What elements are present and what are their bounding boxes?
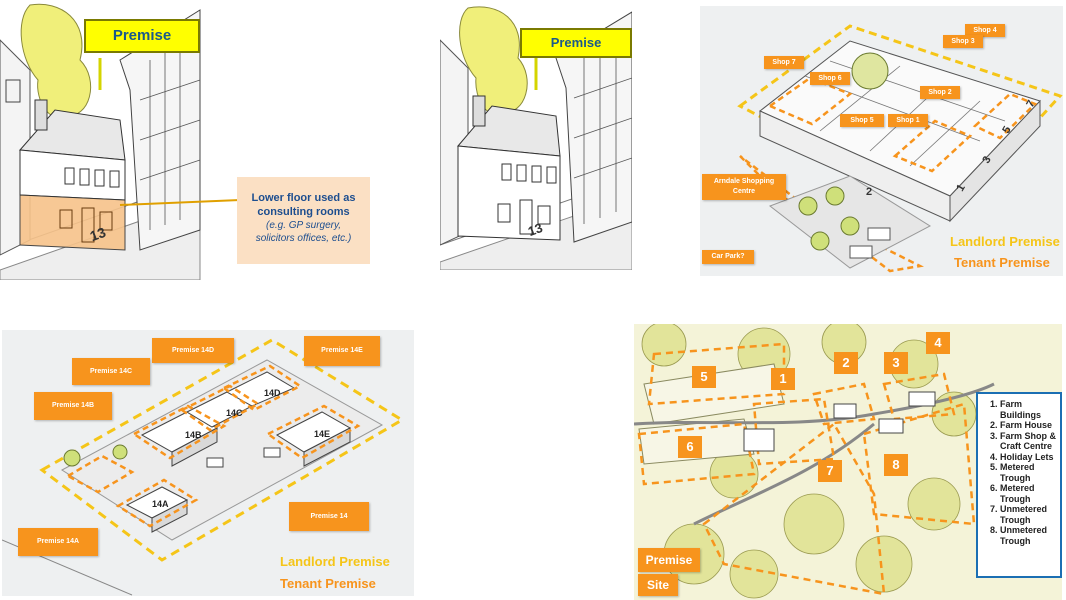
building-14d-label: 14D bbox=[264, 388, 281, 398]
building-14c-label: 14C bbox=[226, 408, 243, 418]
farm-number-2: 2 bbox=[834, 352, 858, 374]
panel-house-consulting: Premise 13 Lower floor used as consultin… bbox=[0, 0, 380, 280]
panel-house-premise: Premise 13 bbox=[440, 0, 632, 270]
premise-legend: Premise bbox=[638, 548, 700, 572]
farm-key-item: Metered Trough bbox=[1000, 462, 1056, 483]
premise-14c-tag: Premise 14C bbox=[72, 358, 150, 385]
farm-key-legend: Farm Buildings Farm House Farm Shop & Cr… bbox=[976, 392, 1062, 578]
farm-number-3: 3 bbox=[884, 352, 908, 374]
farm-number-4: 4 bbox=[926, 332, 950, 354]
premise-14a-tag: Premise 14A bbox=[18, 528, 98, 556]
shop-tag-2: Shop 2 bbox=[920, 86, 960, 99]
shop-tag-5: Shop 5 bbox=[840, 114, 884, 127]
shop-tag-7: Shop 7 bbox=[764, 56, 804, 69]
tenant-premise-legend: Tenant Premise bbox=[280, 576, 376, 591]
farm-key-item: Farm Shop & Craft Centre bbox=[1000, 431, 1056, 452]
farm-key-item: Farm House bbox=[1000, 420, 1056, 431]
farm-key-item: Farm Buildings bbox=[1000, 399, 1056, 420]
building-14e-label: 14E bbox=[314, 429, 331, 439]
premise-14b-tag: Premise 14B bbox=[34, 392, 112, 420]
building-14b-label: 14B bbox=[185, 430, 202, 440]
panel-premises-14: Premise 14D Premise 14E Premise 14C Prem… bbox=[2, 330, 414, 596]
landlord-premise-legend: Landlord Premise bbox=[280, 554, 390, 569]
premise-14-tag: Premise 14 bbox=[289, 502, 369, 531]
premise-14e-tag: Premise 14E bbox=[304, 336, 380, 366]
farm-key-item: Holiday Lets bbox=[1000, 452, 1056, 463]
farm-number-7: 7 bbox=[818, 460, 842, 482]
farm-key-list: Farm Buildings Farm House Farm Shop & Cr… bbox=[982, 399, 1056, 546]
shop-tag-3: Shop 3 bbox=[943, 35, 983, 48]
house-premise-illustration bbox=[440, 6, 632, 270]
car-park-label: Car Park? bbox=[702, 250, 754, 264]
entrance-number-2: 2 bbox=[866, 186, 873, 198]
callout-line-4: solicitors offices, etc.) bbox=[255, 233, 352, 244]
shop-tag-1: Shop 1 bbox=[888, 114, 928, 127]
shop-tag-6: Shop 6 bbox=[810, 72, 850, 85]
tenant-premise-legend: Tenant Premise bbox=[954, 255, 1050, 270]
consulting-rooms-callout: Lower floor used as consulting rooms (e.… bbox=[237, 177, 370, 264]
farm-key-item: Metered Trough bbox=[1000, 483, 1056, 504]
callout-line-3: (e.g. GP surgery, bbox=[265, 220, 342, 231]
callout-line-1: Lower floor used as bbox=[251, 192, 356, 204]
farm-key-item: Unmetered Trough bbox=[1000, 525, 1056, 546]
callout-line-2: consulting rooms bbox=[257, 206, 350, 218]
centre-label: Arndale Shopping Centre bbox=[702, 174, 786, 200]
premise-label: Premise bbox=[520, 28, 632, 58]
farm-number-6: 6 bbox=[678, 436, 702, 458]
site-legend: Site bbox=[638, 574, 678, 596]
farm-number-8: 8 bbox=[884, 454, 908, 476]
farm-number-1: 1 bbox=[771, 368, 795, 390]
premise-label: Premise bbox=[84, 19, 200, 53]
landlord-premise-legend: Landlord Premise bbox=[950, 234, 1060, 249]
building-14a-label: 14A bbox=[152, 499, 169, 509]
panel-shopping-centre: Shop 4 Shop 7 Shop 6 Shop 3 Shop 2 Shop … bbox=[700, 6, 1063, 276]
premises-14-illustration bbox=[2, 338, 405, 596]
shop-tag-4: Shop 4 bbox=[965, 24, 1005, 37]
premise-14d-tag: Premise 14D bbox=[152, 338, 234, 363]
farm-number-5: 5 bbox=[692, 366, 716, 388]
farm-key-item: Unmetered Trough bbox=[1000, 504, 1056, 525]
